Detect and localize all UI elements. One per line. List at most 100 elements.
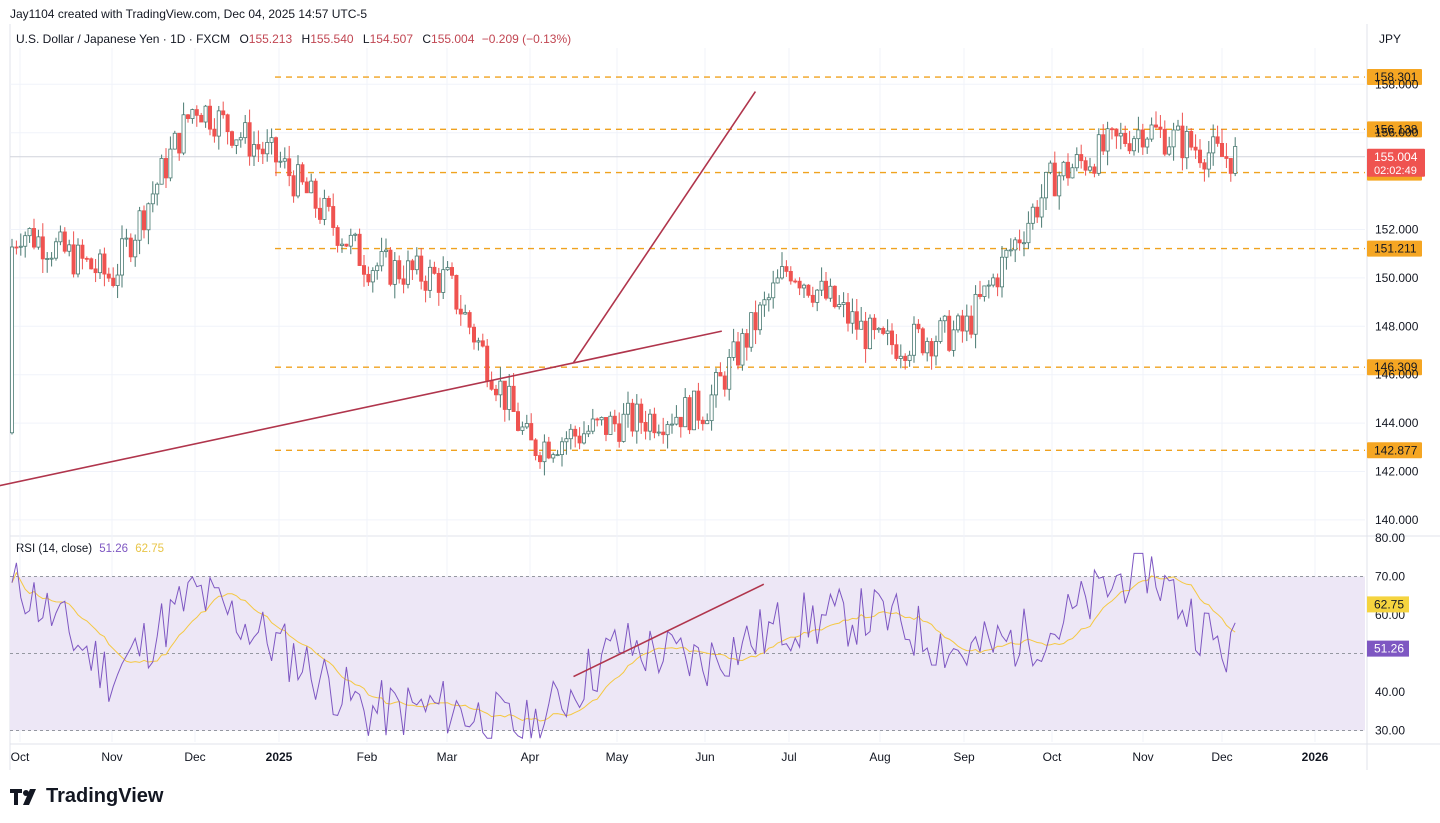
candle-body xyxy=(40,236,45,260)
candle-body xyxy=(1105,128,1110,152)
candle-body xyxy=(546,441,551,459)
candle-body xyxy=(335,227,340,246)
candle-body xyxy=(243,122,248,139)
candle-body xyxy=(146,203,151,231)
candle-body xyxy=(718,372,723,377)
candle-body xyxy=(947,315,952,351)
candle-body xyxy=(111,277,116,286)
candle-body xyxy=(802,284,807,289)
time-axis-tick: 2026 xyxy=(1302,750,1329,764)
candle-body xyxy=(1176,125,1181,131)
rsi-current-value: 51.26 xyxy=(99,543,129,555)
candle-body xyxy=(942,315,947,322)
candle-body xyxy=(670,423,675,426)
candle-body xyxy=(938,320,943,342)
rsi-axis-tick: 30.00 xyxy=(1375,723,1405,737)
candle-body xyxy=(300,164,305,183)
time-axis-tick: Mar xyxy=(437,750,458,764)
candle-body xyxy=(1136,129,1141,140)
candle-body xyxy=(850,311,855,324)
tradingview-logo-icon xyxy=(10,788,36,805)
candle-body xyxy=(357,233,362,266)
candle-body xyxy=(648,413,653,432)
candle-body xyxy=(93,268,98,274)
rsi-title[interactable]: RSI (14, close) xyxy=(16,543,93,555)
level-price-tag xyxy=(1367,442,1422,459)
candle-body xyxy=(212,128,217,137)
candle-body xyxy=(295,164,300,197)
candle-body xyxy=(964,315,969,332)
candle-body xyxy=(749,312,754,348)
candle-body xyxy=(700,419,705,425)
candle-body xyxy=(58,231,63,243)
candle-body xyxy=(159,158,164,185)
candle-body xyxy=(436,272,441,293)
time-axis-tick: Apr xyxy=(521,750,540,764)
candle-body xyxy=(190,109,195,119)
candle-body xyxy=(775,277,780,284)
candle-body xyxy=(538,455,543,463)
candle-body xyxy=(740,333,745,366)
candle-body xyxy=(1096,134,1101,174)
candle-body xyxy=(1039,197,1044,218)
candle-body xyxy=(1224,156,1229,159)
candle-body xyxy=(1083,160,1088,171)
candle-body xyxy=(507,385,512,410)
change-value: −0.209 (−0.13%) xyxy=(481,32,572,46)
candle-body xyxy=(1132,138,1137,152)
candle-body xyxy=(868,317,873,350)
candle-body xyxy=(621,413,626,442)
candle-body xyxy=(1145,138,1150,148)
candle-body xyxy=(1167,146,1172,155)
close-value: 155.004 xyxy=(431,32,475,46)
time-axis-tick: 2025 xyxy=(266,750,293,764)
candle-body xyxy=(978,293,983,297)
rsi-tag-label: 51.26 xyxy=(1374,642,1404,656)
symbol-title[interactable]: U.S. Dollar / Japanese Yen · 1D · FXCM xyxy=(16,32,231,46)
candle-body xyxy=(841,302,846,305)
currency-label[interactable]: JPY xyxy=(1379,32,1402,46)
candle-body xyxy=(383,249,388,252)
candle-body xyxy=(199,114,204,123)
candle-body xyxy=(551,454,556,459)
candle-body xyxy=(225,114,230,133)
candle-body xyxy=(493,388,498,396)
candle-body xyxy=(832,285,837,308)
candle-body xyxy=(49,257,54,260)
candle-body xyxy=(982,285,987,297)
tradingview-logo: TradingView xyxy=(10,785,163,808)
level-price-label: 158.301 xyxy=(1374,70,1418,84)
candle-body xyxy=(137,210,142,241)
candle-body xyxy=(1066,161,1071,179)
candle-body xyxy=(1022,242,1027,245)
candle-body xyxy=(405,260,410,285)
candle-body xyxy=(392,260,397,285)
candle-body xyxy=(379,251,384,267)
candle-body xyxy=(612,415,617,425)
candle-body xyxy=(353,233,358,236)
candle-body xyxy=(758,304,763,331)
candle-body xyxy=(216,110,221,137)
candle-body xyxy=(516,411,521,431)
candle-body xyxy=(876,327,881,331)
candle-body xyxy=(1030,206,1035,224)
candle-body xyxy=(705,420,710,425)
candle-body xyxy=(1101,134,1106,152)
candle-body xyxy=(806,284,811,296)
candle-body xyxy=(326,197,331,207)
level-price-tag xyxy=(1367,240,1422,257)
candle-body xyxy=(815,289,820,303)
candle-body xyxy=(1162,128,1167,155)
candle-body xyxy=(1074,154,1079,169)
candle-body xyxy=(568,428,573,440)
candle-body xyxy=(388,249,393,285)
candle-body xyxy=(18,245,23,248)
candle-body xyxy=(810,294,815,303)
candle-body xyxy=(467,312,472,328)
candle-body xyxy=(410,260,415,271)
time-axis-tick: Dec xyxy=(184,750,205,764)
candle-body xyxy=(744,333,749,348)
candle-body xyxy=(1057,175,1062,197)
candle-body xyxy=(617,423,622,442)
